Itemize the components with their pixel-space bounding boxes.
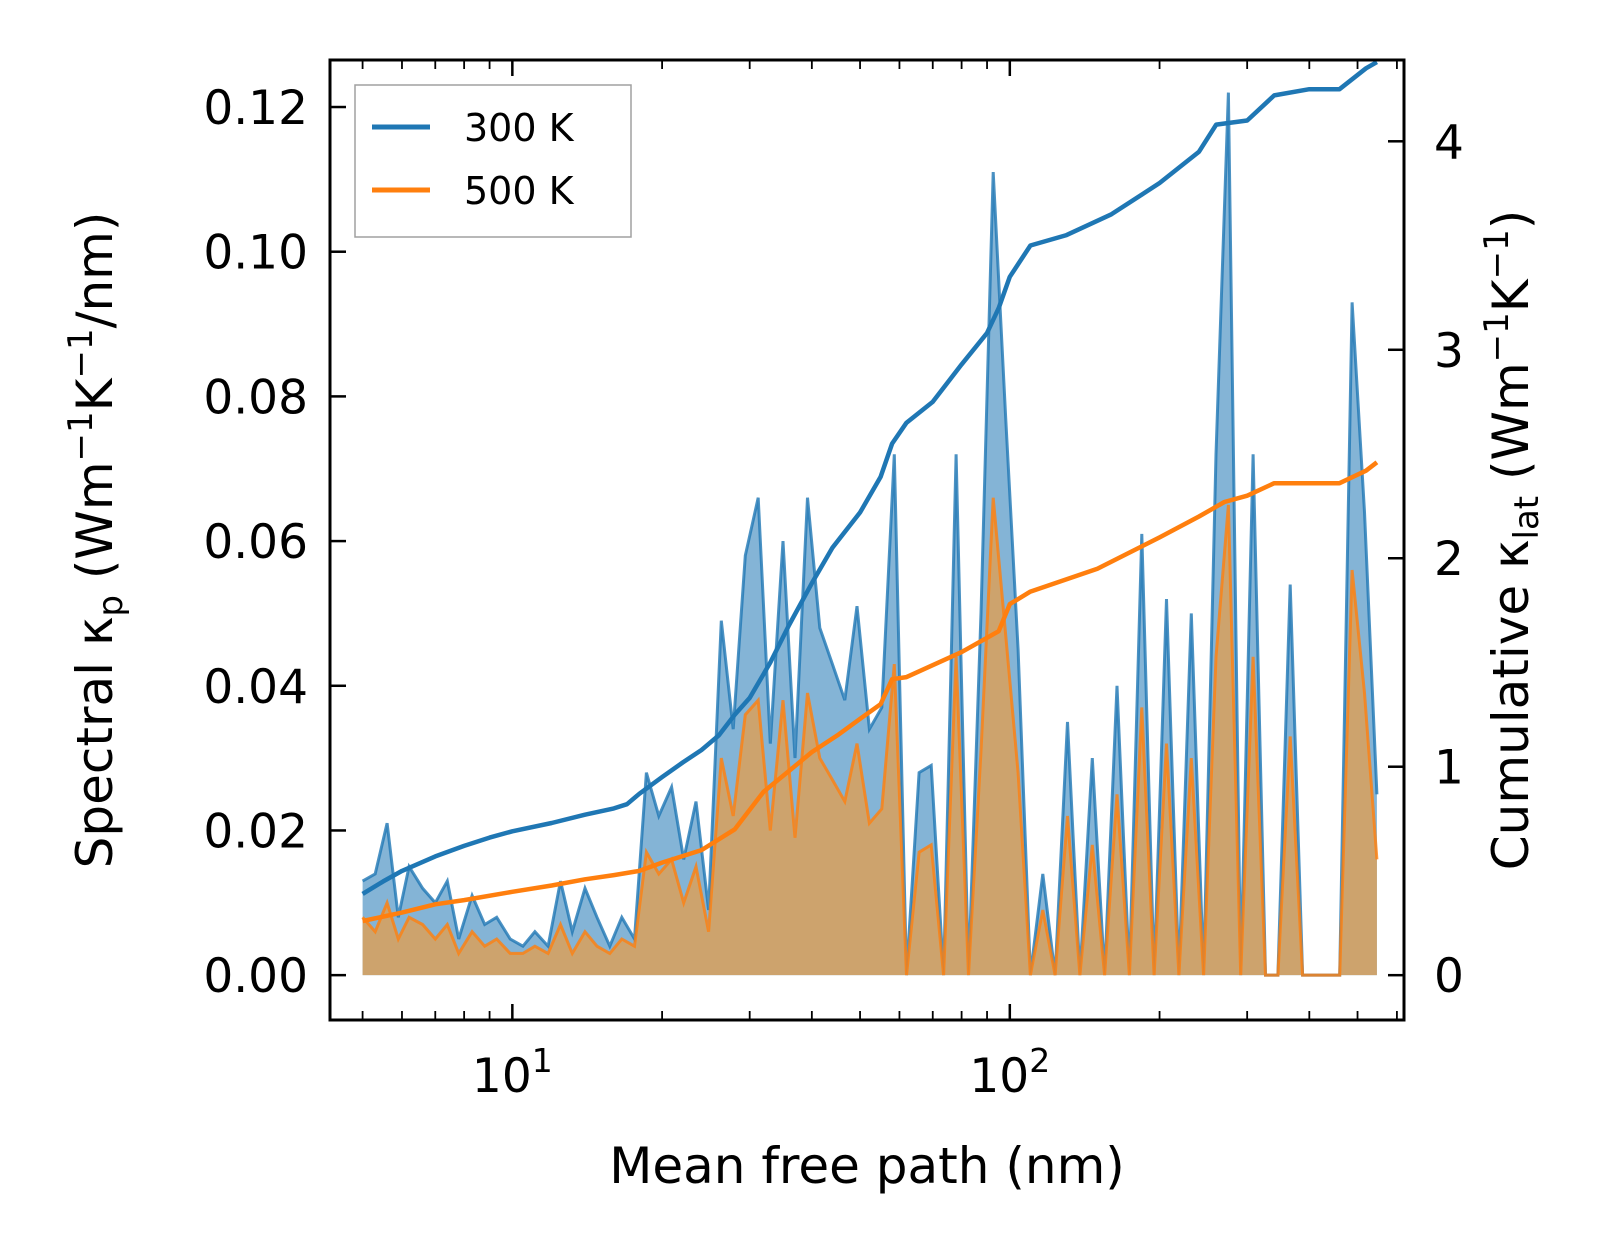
y2-label-unit-close: ): [1482, 210, 1540, 230]
x-tick-exponent: 1: [532, 1041, 553, 1080]
spectral-area-300k-edge: [361, 92, 1379, 977]
spectral-area-300k: [362, 92, 1377, 976]
y-tick-label: 0.08: [203, 370, 308, 425]
x-tick-exponent: 2: [1029, 1041, 1050, 1080]
x-tick-base: 10: [472, 1049, 532, 1104]
y-tick-label: 0.06: [203, 515, 308, 570]
y-label-unit-open: (Wm: [66, 461, 124, 595]
spectral-area-500k: [362, 497, 1377, 976]
legend-box: [354, 84, 632, 238]
spectral-area-500k-edge: [361, 497, 1379, 977]
legend-label-500k: 500 K: [464, 169, 575, 213]
x-tick-label: 101: [472, 1041, 553, 1104]
x-axis-label: Mean free path (nm): [609, 1137, 1125, 1195]
y2-tick-label: 4: [1434, 115, 1464, 170]
legend-label-300k: 300 K: [464, 106, 575, 150]
x-tick-base: 10: [969, 1049, 1029, 1104]
y-tick-label: 0.10: [203, 226, 308, 281]
y2-label-exp1: −1: [1477, 312, 1517, 362]
y-label-subscript: p: [91, 595, 131, 617]
y2-label-unit-open: (Wm: [1482, 362, 1540, 496]
y-label-exp2: −1: [61, 328, 101, 378]
x-tick-label: 102: [969, 1041, 1050, 1104]
x-axis-title: Mean free path (nm): [609, 1137, 1125, 1195]
cumulative-line-300k: [361, 60, 1379, 896]
legend: 300 K 500 K: [354, 84, 632, 238]
y2-label-unit-mid: K: [1482, 278, 1540, 312]
y2-tick-label: 3: [1434, 324, 1464, 379]
y2-label-subscript: lat: [1507, 496, 1547, 540]
cumulative-line-500k: [362, 460, 1379, 924]
y-label-unit-close: /nm): [66, 212, 124, 329]
y-tick-label: 0.00: [203, 949, 308, 1004]
y-axis-label: Spectral κp (Wm−1K−1/nm): [61, 212, 131, 869]
y2-label-exp2: −1: [1477, 229, 1517, 279]
y-label-exp1: −1: [61, 411, 101, 461]
y-tick-label: 0.02: [203, 804, 308, 859]
y2-axis-label: Cumulative κlat (Wm−1K−1): [1477, 210, 1547, 870]
y-tick-label: 0.04: [203, 660, 308, 715]
y-label-unit-mid: K: [66, 377, 124, 411]
y2-tick-label: 1: [1434, 741, 1464, 796]
y-label-prefix: Spectral κ: [66, 617, 124, 869]
y2-label-prefix: Cumulative κ: [1482, 539, 1540, 870]
y-tick-label: 0.12: [203, 81, 308, 136]
y2-tick-label: 0: [1434, 949, 1464, 1004]
y2-tick-label: 2: [1434, 532, 1464, 587]
plot-frame: [328, 58, 1406, 1022]
